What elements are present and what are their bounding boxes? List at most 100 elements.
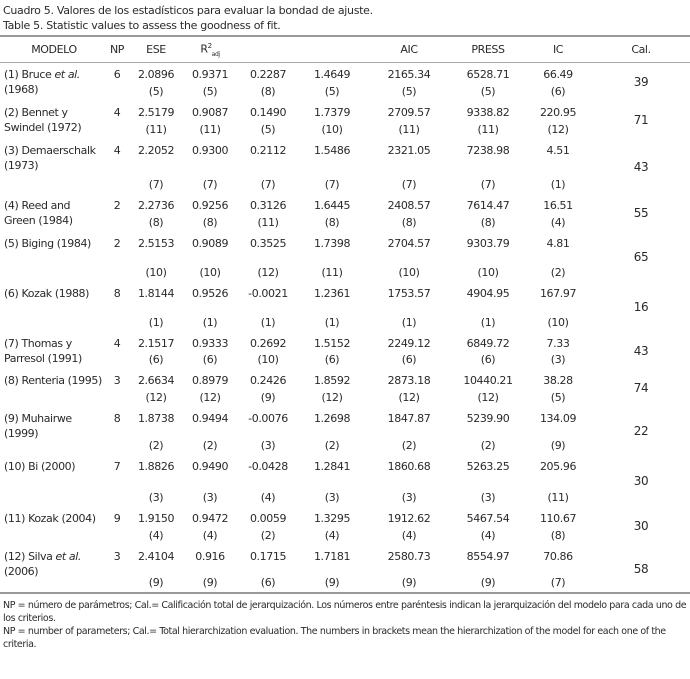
- header-cal: Cal.: [631, 43, 651, 56]
- press-rank: (4): [480, 529, 496, 542]
- col5-cell: 0.0059 (2): [238, 507, 298, 545]
- col6-rank: (1): [324, 316, 340, 329]
- ic-value: 7.33: [546, 337, 570, 350]
- col6-value: 1.2698: [313, 412, 351, 425]
- col6-rank: (3): [324, 491, 340, 504]
- cal-cell: 74: [633, 381, 649, 395]
- r2adj-value: 0.9087: [191, 106, 229, 119]
- col6-value: 1.5152: [313, 337, 351, 350]
- col6-cell: 1.6445 (8): [298, 194, 366, 232]
- col6-rank: (2): [324, 439, 340, 452]
- r2adj-cell: 0.9472 (4): [182, 507, 238, 545]
- press-value: 4904.95: [466, 287, 510, 300]
- model-name: (12) Silva et al. (2006): [0, 545, 104, 593]
- col6-value: 1.2841: [313, 460, 351, 473]
- model-name: (4) Reed and Green (1984): [0, 194, 104, 232]
- model-text: (7) Thomas y Parresol (1991): [4, 337, 82, 365]
- col5-rank: (9): [260, 391, 276, 404]
- r2adj-cell: 0.9490 (3): [182, 455, 238, 507]
- aic-rank: (9): [401, 576, 417, 589]
- col5-cell: -0.0021 (1): [238, 282, 298, 332]
- press-value: 6849.72: [466, 337, 510, 350]
- press-rank: (6): [480, 353, 496, 366]
- cal-cell: 39: [633, 75, 649, 89]
- r2adj-rank: (9): [202, 576, 218, 589]
- col5-cell: 0.2426 (9): [238, 369, 298, 407]
- model-name: (7) Thomas y Parresol (1991): [0, 332, 104, 369]
- col5-rank: (5): [260, 123, 276, 136]
- ic-rank: (12): [547, 123, 569, 136]
- ese-cell: 1.8738 (2): [130, 407, 182, 455]
- ese-value: 2.1517: [137, 337, 175, 350]
- ese-value: 2.2736: [137, 199, 175, 212]
- aic-cell: 1753.57 (1): [366, 282, 452, 332]
- col5-cell: 0.3126 (11): [238, 194, 298, 232]
- press-rank: (3): [480, 491, 496, 504]
- r2adj-rank: (2): [202, 439, 218, 452]
- aic-cell: 1860.68 (3): [366, 455, 452, 507]
- table-row: (11) Kozak (2004) 9 1.9150 (4) 0.9472 (4) 0.00…: [0, 507, 690, 545]
- model-text: (11) Kozak (2004): [4, 512, 96, 525]
- table-row: (4) Reed and Green (1984) 2 2.2736 (8) 0.925…: [0, 194, 690, 232]
- aic-rank: (2): [401, 439, 417, 452]
- col6-rank: (10): [321, 123, 343, 136]
- col6-cell: 1.5486 (7): [298, 139, 366, 194]
- r2adj-value: 0.9472: [191, 512, 229, 525]
- model-text: (2) Bennet y Swindel (1972): [4, 106, 82, 134]
- r2adj-value: 0.9371: [191, 68, 229, 81]
- press-cell: 8554.97 (9): [452, 545, 524, 593]
- aic-rank: (12): [398, 391, 420, 404]
- model-text: (5) Biging (1984): [4, 237, 91, 250]
- aic-rank: (5): [401, 85, 417, 98]
- r2adj-value: 0.916: [195, 550, 225, 563]
- cal-cell: 30: [633, 474, 649, 488]
- r2adj-rank: (5): [202, 85, 218, 98]
- press-value: 10440.21: [463, 374, 513, 387]
- np-cell: 8: [113, 287, 121, 300]
- ic-value: 66.49: [543, 68, 573, 81]
- r2-sup: 2: [207, 41, 212, 50]
- ese-cell: 2.2052 (7): [130, 139, 182, 194]
- model-name: (11) Kozak (2004): [0, 507, 104, 545]
- ic-rank: (6): [550, 85, 566, 98]
- col5-rank: (8): [260, 85, 276, 98]
- col5-cell: -0.0428 (4): [238, 455, 298, 507]
- col6-cell: 1.8592 (12): [298, 369, 366, 407]
- col6-rank: (4): [324, 529, 340, 542]
- r2adj-rank: (4): [202, 529, 218, 542]
- ic-rank: (2): [550, 266, 566, 279]
- table-row: (10) Bi (2000) 7 1.8826 (3) 0.9490 (3) -0.0428…: [0, 455, 690, 507]
- header-aic: AIC: [400, 43, 418, 56]
- table-row: (7) Thomas y Parresol (1991) 4 2.1517 (6) 0.…: [0, 332, 690, 369]
- col6-value: 1.7398: [313, 237, 351, 250]
- r2adj-value: 0.9089: [191, 237, 229, 250]
- col6-cell: 1.2361 (1): [298, 282, 366, 332]
- r2adj-cell: 0.9089 (10): [182, 232, 238, 282]
- model-year: (1968): [4, 83, 39, 96]
- table-row: (3) Demaerschalk (1973) 4 2.2052 (7) 0.9300 (…: [0, 139, 690, 194]
- ese-rank: (5): [148, 85, 164, 98]
- aic-rank: (4): [401, 529, 417, 542]
- ese-cell: 1.8144 (1): [130, 282, 182, 332]
- col5-value: 0.2112: [249, 144, 287, 157]
- r2adj-cell: 0.9526 (1): [182, 282, 238, 332]
- model-year: (2006): [4, 565, 39, 578]
- col6-rank: (11): [321, 266, 343, 279]
- ese-rank: (6): [148, 353, 164, 366]
- aic-rank: (8): [401, 216, 417, 229]
- press-rank: (9): [480, 576, 496, 589]
- col6-cell: 1.5152 (6): [298, 332, 366, 369]
- ese-value: 2.5179: [137, 106, 175, 119]
- model-text: (10) Bi (2000): [4, 460, 76, 473]
- model-italic: et al.: [54, 68, 80, 81]
- r2adj-value: 0.8979: [191, 374, 229, 387]
- ese-value: 1.8738: [137, 412, 175, 425]
- statistics-table: MODELO NP ESE R2adj AIC PRESS IC Cal. (1…: [0, 35, 690, 594]
- col5-rank: (11): [257, 216, 279, 229]
- np-cell: 7: [113, 460, 121, 473]
- col5-value: 0.1490: [249, 106, 287, 119]
- press-rank: (5): [480, 85, 496, 98]
- ic-cell: 4.51 (1): [524, 139, 592, 194]
- aic-value: 2321.05: [387, 144, 431, 157]
